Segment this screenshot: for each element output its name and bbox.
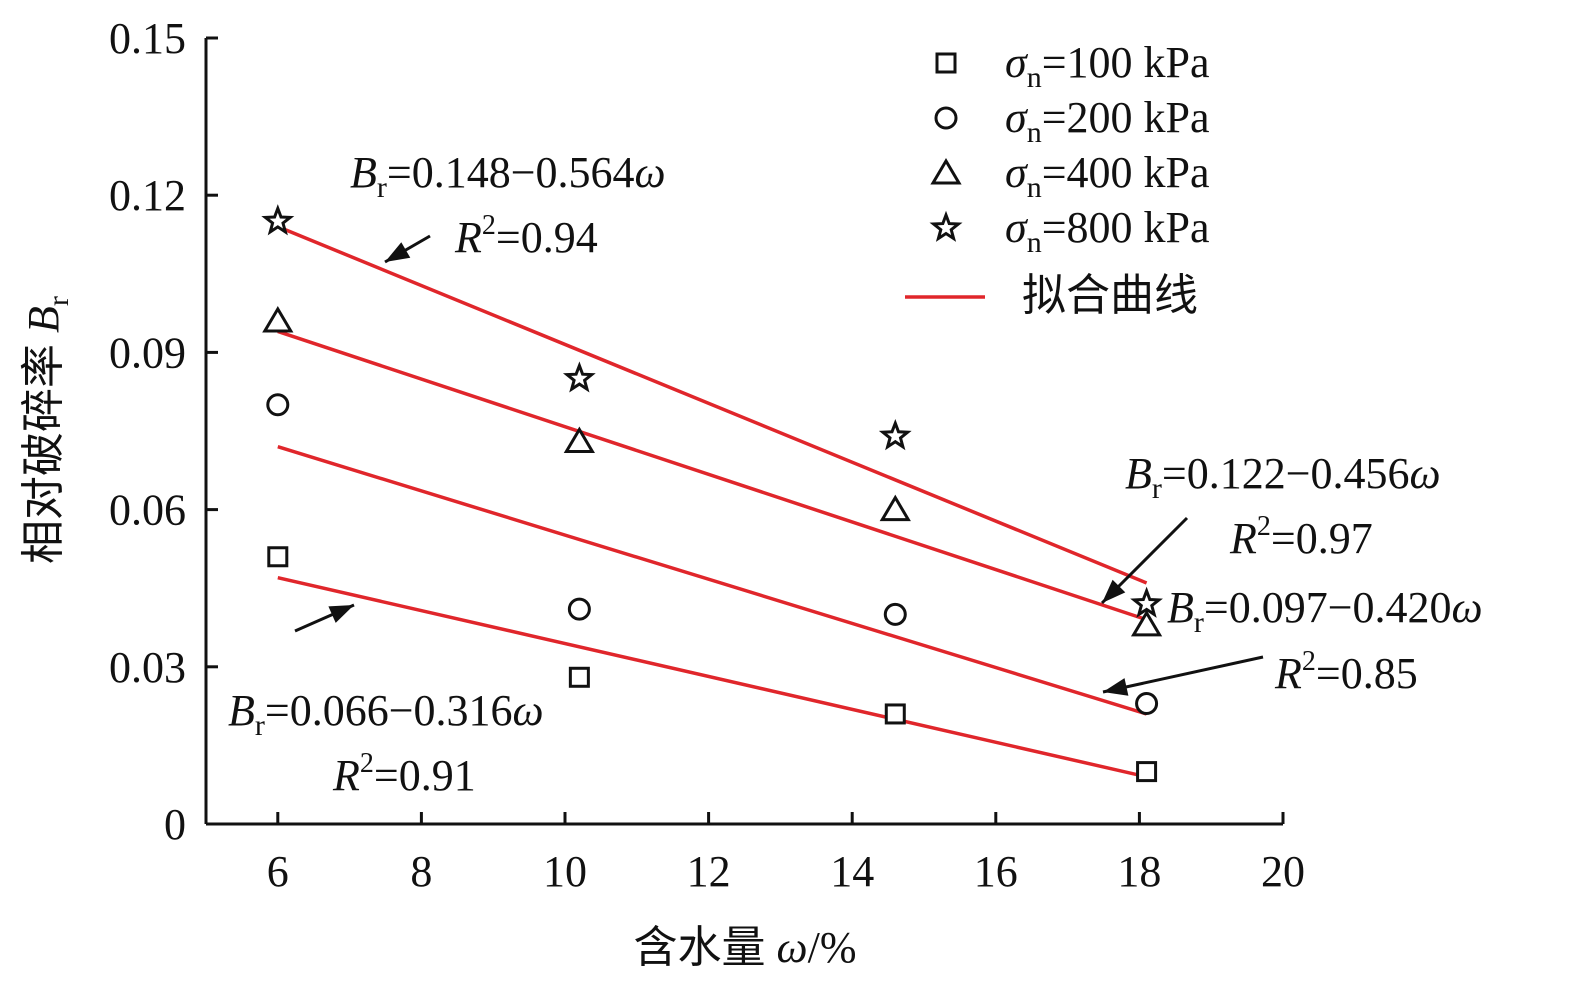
x-tick-label: 8 [410, 847, 432, 896]
fit-line [277, 225, 1148, 585]
y-tick-label: 0.03 [109, 643, 186, 692]
annotation-arrow [1102, 655, 1264, 694]
legend-marker-triangle [930, 158, 962, 185]
data-point-star [562, 361, 596, 393]
fit-lines [277, 225, 1148, 779]
data-point-triangle [563, 426, 595, 453]
data-markers [261, 204, 1163, 783]
r-squared: R2=0.94 [454, 210, 598, 262]
fit-line [277, 576, 1147, 779]
fit-equation: Br=0.066−0.316ω [228, 686, 544, 742]
x-tick-label: 12 [687, 847, 731, 896]
data-point-star [261, 204, 295, 236]
data-point-star [878, 418, 912, 451]
fit-line [277, 445, 1148, 716]
y-ticks: 0 0.03 0.06 0.09 0.12 0.15 [109, 14, 218, 849]
data-point-square [267, 546, 289, 568]
r-squared: R2=0.97 [1229, 511, 1373, 563]
r-squared: R2=0.85 [1274, 646, 1418, 698]
data-point-square [568, 666, 590, 688]
data-point-star [1130, 586, 1163, 618]
y-axis-label: 相对破碎率 Br [19, 296, 75, 564]
fit-equation: Br=0.148−0.564ω [350, 148, 666, 204]
legend-fit-label: 拟合曲线 [1022, 271, 1198, 320]
legend-marker-square [935, 52, 957, 74]
x-tick-label: 6 [267, 847, 289, 896]
data-point-triangle [1130, 609, 1163, 637]
data-point-triangle [262, 306, 294, 333]
legend-marker-circle [934, 106, 958, 130]
y-tick-label: 0.15 [109, 14, 186, 63]
y-tick-label: 0.06 [109, 486, 186, 535]
fit-equation: Br=0.122−0.456ω [1125, 449, 1441, 505]
x-tick-label: 16 [974, 847, 1018, 896]
fit-line [277, 329, 1148, 622]
fit-equation: Br=0.097−0.420ω [1167, 583, 1483, 639]
legend-label: σn=400 kPa [1005, 148, 1210, 204]
data-point-square [1136, 761, 1158, 783]
x-tick-label: 14 [830, 847, 874, 896]
y-tick-label: 0.12 [109, 171, 186, 220]
y-tick-label: 0 [164, 800, 186, 849]
x-ticks: 6 8 10 12 14 16 18 20 [267, 812, 1305, 896]
annotation-arrowhead [1102, 579, 1126, 603]
legend-label: σn=100 kPa [1005, 38, 1210, 94]
x-tick-label: 10 [543, 847, 587, 896]
y-tick-label: 0.09 [109, 328, 186, 377]
annotation-arrowhead [1103, 678, 1129, 696]
r-squared: R2=0.91 [332, 748, 476, 800]
annotation-arrowhead [328, 605, 354, 623]
data-point-triangle [879, 494, 911, 522]
data-point-square [884, 703, 906, 725]
legend-marker-star [929, 210, 963, 242]
annotation-arrowhead [385, 242, 411, 262]
x-tick-label: 18 [1117, 847, 1161, 896]
data-point-circle [883, 602, 907, 626]
legend-label: σn=800 kPa [1005, 203, 1210, 259]
data-point-circle [567, 597, 591, 621]
axes [204, 38, 1283, 826]
data-point-circle [266, 393, 290, 417]
x-axis-label: 含水量 ω/% [634, 923, 857, 972]
data-point-circle [1135, 691, 1159, 715]
annotations: Br=0.148−0.564ω R2=0.94 Br=0.122−0.456ω R2=… [228, 148, 1483, 800]
x-tick-label: 20 [1261, 847, 1305, 896]
legend-label: σn=200 kPa [1005, 93, 1210, 149]
